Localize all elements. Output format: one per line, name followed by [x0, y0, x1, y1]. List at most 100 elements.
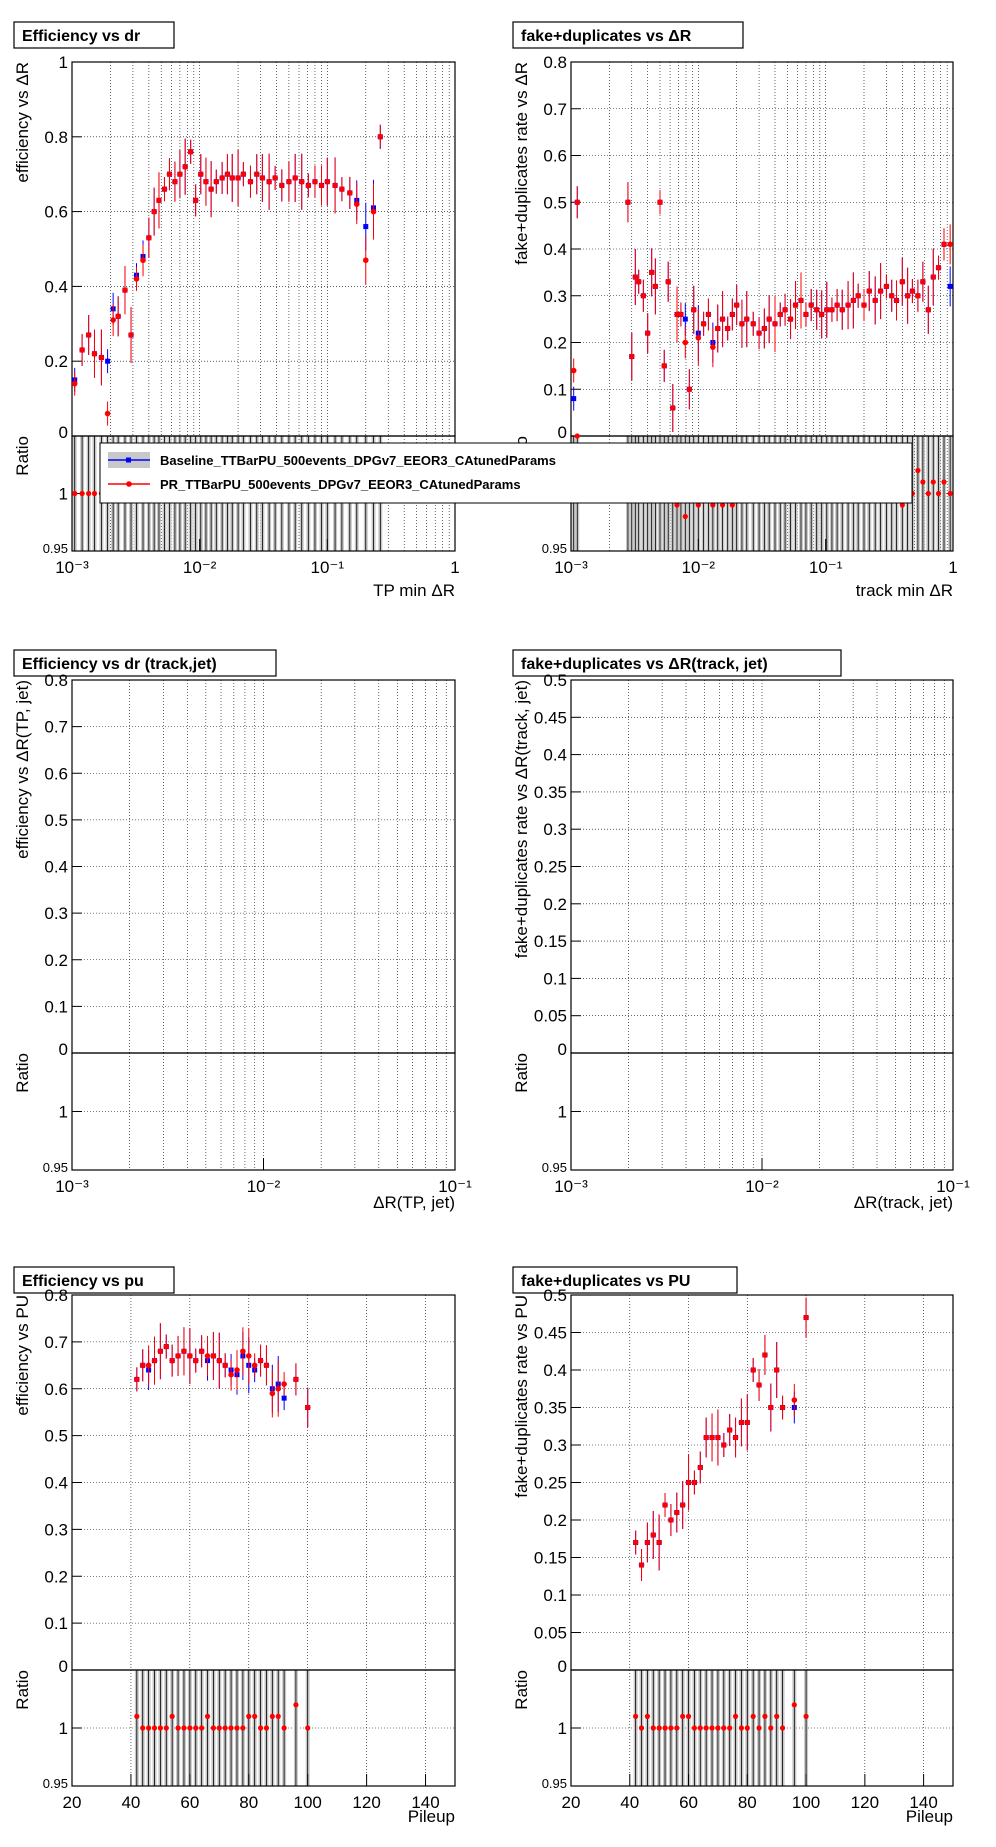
x-tick-label: 1 [948, 558, 957, 577]
data-point [245, 1353, 252, 1359]
ratio-point [79, 490, 85, 497]
ratio-point [656, 1725, 662, 1731]
data-point [920, 278, 926, 285]
data-point [813, 306, 820, 313]
chart-title: Efficiency vs pu [22, 1273, 144, 1290]
data-point [947, 241, 953, 248]
ratio-point [240, 1725, 246, 1731]
ratio-point [175, 1725, 181, 1731]
y-tick-label: 0.8 [543, 53, 567, 72]
y-tick-label: 0 [558, 1657, 567, 1676]
y-tick-label: 0.35 [534, 1399, 567, 1418]
ratio-point [791, 1702, 797, 1708]
data-point [219, 175, 225, 181]
ratio-point [930, 479, 936, 485]
data-point [839, 306, 846, 313]
chart-title-box [13, 21, 175, 49]
data-point [228, 1371, 234, 1378]
data-point [362, 257, 369, 264]
x-tick-label: 10⁻² [183, 558, 217, 577]
x-tick-label: 80 [738, 1793, 757, 1812]
y-tick-label: 0 [59, 1657, 68, 1676]
data-point [703, 1434, 709, 1441]
y-tick-label: 0.4 [44, 1474, 68, 1493]
data-point [347, 190, 353, 196]
y-tick-label: 0.4 [44, 858, 68, 877]
data-point [224, 171, 231, 177]
data-point [257, 1357, 264, 1364]
data-point [674, 311, 680, 318]
ratio-point [685, 1713, 692, 1719]
ratio-point [222, 1725, 228, 1731]
y-tick-label: 0.5 [543, 671, 567, 690]
data-point [140, 257, 146, 264]
data-point [661, 363, 668, 369]
data-point [935, 264, 942, 271]
ratio-point [925, 490, 931, 497]
y-tick-label: 0.1 [543, 1586, 567, 1605]
data-point [216, 1357, 223, 1364]
chart-title: fake+duplicates vs ΔR(track, jet) [521, 656, 768, 673]
y-tick-label: 0.4 [543, 746, 567, 765]
data-point [272, 175, 278, 181]
data-point [332, 182, 338, 189]
chart-panel-p4: fake+duplicates vs ΔR(track, jet) 0.05 0.1… [512, 649, 970, 1212]
ratio-point [750, 1713, 756, 1719]
data-point [756, 1382, 762, 1388]
data-point [947, 283, 953, 289]
ratio-point [275, 1713, 281, 1719]
data-point [269, 1390, 276, 1397]
data-point [691, 1479, 698, 1486]
ratio-point [305, 1725, 311, 1731]
ratio-point [935, 490, 942, 497]
data-point [235, 175, 241, 181]
data-point [339, 186, 345, 192]
ratio-point [193, 1725, 199, 1731]
legend-marker [126, 457, 131, 463]
y-tick-label: 0.25 [534, 858, 567, 877]
data-point [743, 316, 750, 322]
y-tick-label: 0.3 [543, 287, 567, 306]
data-point [166, 171, 173, 177]
data-point [732, 1434, 739, 1441]
chart-title: Efficiency vs dr [22, 28, 140, 45]
data-point [324, 178, 331, 185]
data-point [104, 410, 111, 417]
data-point [872, 297, 879, 304]
data-point [845, 302, 851, 308]
y-axis-label: fake+duplicates rate vs ΔR(track, jet) [512, 680, 531, 958]
data-point [657, 199, 663, 206]
data-point [893, 297, 900, 304]
data-point [803, 1314, 809, 1321]
ratio-axis-label: Ratio [13, 1053, 32, 1093]
y-tick-label: 0.5 [543, 193, 567, 212]
ratio-point [703, 1725, 709, 1731]
ratio-point [695, 502, 701, 508]
ratio-y-tick-label: 1 [558, 1103, 567, 1122]
data-point [181, 1348, 187, 1355]
chart-title: fake+duplicates vs ΔR [521, 28, 692, 45]
x-axis-label: Pileup [906, 1807, 953, 1826]
data-point [739, 321, 745, 327]
data-point [866, 288, 873, 294]
ratio-y-tick-label: 0.95 [43, 1776, 68, 1791]
data-point [298, 178, 305, 185]
data-point [115, 313, 121, 320]
x-tick-label: 10⁻² [247, 1177, 281, 1196]
data-point [146, 234, 152, 241]
data-point [941, 241, 947, 248]
y-tick-label: 0 [558, 1040, 567, 1059]
x-tick-label: 10⁻² [745, 1177, 779, 1196]
data-point [750, 321, 757, 327]
x-tick-label: 60 [679, 1793, 698, 1812]
y-tick-label: 0.5 [44, 1427, 68, 1446]
data-point [705, 311, 712, 318]
data-point [266, 178, 272, 185]
data-point [263, 1362, 270, 1369]
x-tick-label: 60 [180, 1793, 199, 1812]
x-tick-label: 140 [411, 1793, 439, 1812]
ratio-point [729, 502, 735, 508]
data-point [281, 1381, 287, 1387]
x-tick-label: 10⁻¹ [936, 1177, 970, 1196]
y-tick-label: 0.15 [534, 1549, 567, 1568]
